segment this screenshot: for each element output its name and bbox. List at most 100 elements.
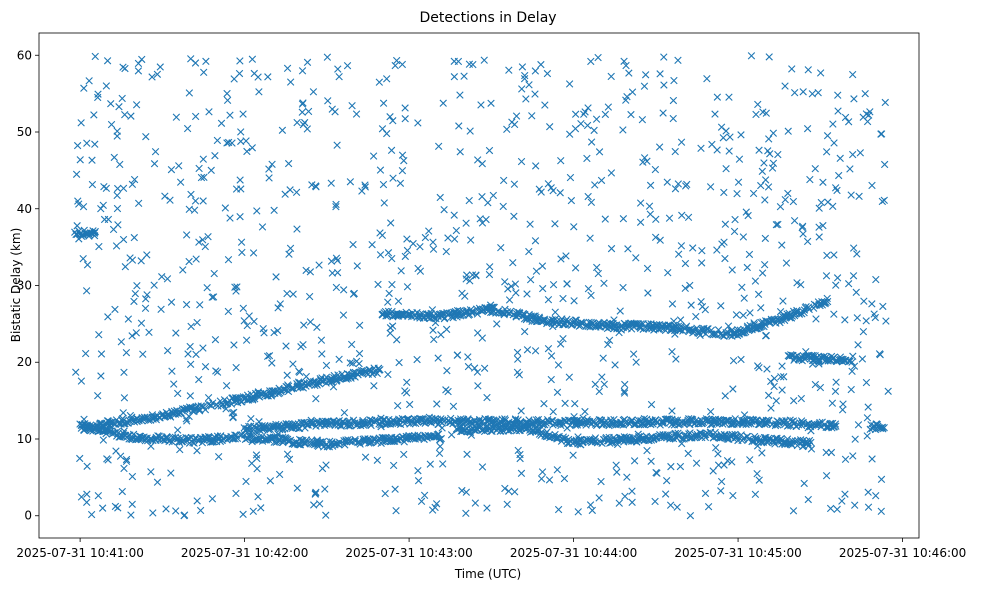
detection-marker bbox=[854, 341, 862, 349]
detection-marker bbox=[669, 114, 677, 123]
detection-marker bbox=[734, 178, 743, 186]
detection-marker bbox=[544, 180, 553, 188]
detection-marker bbox=[384, 298, 392, 306]
detection-marker bbox=[544, 295, 553, 304]
detection-marker bbox=[830, 423, 839, 431]
detection-marker bbox=[116, 452, 125, 460]
detection-marker bbox=[302, 266, 310, 275]
detection-marker bbox=[294, 378, 303, 386]
detection-marker bbox=[533, 317, 542, 326]
detection-marker bbox=[249, 249, 258, 257]
detection-marker bbox=[122, 455, 131, 464]
detection-marker bbox=[636, 324, 645, 333]
detection-marker bbox=[858, 355, 867, 363]
detection-marker bbox=[882, 317, 890, 325]
detection-marker bbox=[348, 359, 357, 367]
detection-marker bbox=[841, 455, 850, 464]
detection-marker bbox=[223, 436, 231, 444]
detection-marker bbox=[107, 100, 115, 108]
detection-marker bbox=[803, 124, 812, 133]
detection-marker bbox=[789, 507, 798, 515]
detection-marker bbox=[767, 404, 775, 412]
detection-marker bbox=[852, 288, 860, 297]
detection-marker bbox=[382, 75, 391, 83]
detection-marker bbox=[466, 236, 475, 244]
detection-marker bbox=[120, 464, 128, 473]
detection-marker bbox=[646, 181, 655, 190]
detection-marker bbox=[595, 148, 604, 156]
detection-marker bbox=[74, 197, 82, 205]
detection-marker bbox=[470, 364, 479, 372]
detection-marker bbox=[581, 108, 589, 116]
detection-marker bbox=[265, 165, 273, 173]
detection-marker bbox=[141, 304, 150, 313]
detection-marker bbox=[132, 329, 141, 337]
detection-marker bbox=[797, 280, 805, 289]
detection-marker bbox=[574, 433, 582, 441]
detection-marker bbox=[678, 439, 686, 448]
detection-marker bbox=[350, 289, 358, 298]
detection-marker bbox=[104, 313, 112, 321]
detection-marker bbox=[298, 100, 307, 108]
detection-marker bbox=[113, 204, 122, 213]
detection-marker bbox=[584, 284, 593, 293]
detection-marker bbox=[80, 415, 88, 423]
detection-marker bbox=[327, 179, 335, 187]
detection-marker bbox=[434, 354, 442, 362]
detection-marker bbox=[701, 306, 710, 314]
detection-marker bbox=[453, 351, 462, 359]
detection-marker bbox=[823, 251, 831, 260]
detection-marker bbox=[711, 432, 720, 440]
detection-marker bbox=[659, 109, 667, 117]
detection-marker bbox=[816, 418, 824, 427]
detection-marker bbox=[474, 382, 482, 390]
detection-marker bbox=[739, 311, 747, 320]
detection-marker bbox=[407, 433, 415, 441]
detection-marker bbox=[222, 381, 231, 390]
detection-marker bbox=[134, 199, 143, 208]
detection-marker bbox=[804, 495, 812, 504]
detection-marker bbox=[111, 305, 119, 314]
detection-marker bbox=[855, 192, 863, 201]
detection-marker bbox=[563, 280, 571, 288]
detection-marker bbox=[130, 233, 138, 242]
detection-marker bbox=[386, 219, 395, 227]
detection-marker bbox=[91, 52, 99, 61]
detection-marker bbox=[114, 221, 122, 229]
detection-marker bbox=[676, 316, 685, 324]
detection-marker bbox=[456, 148, 464, 156]
detection-marker bbox=[881, 98, 889, 107]
detection-marker bbox=[559, 294, 567, 303]
detection-marker bbox=[469, 60, 477, 69]
detection-marker bbox=[119, 235, 128, 244]
detection-marker bbox=[376, 251, 385, 259]
detection-marker bbox=[587, 138, 596, 146]
detection-marker bbox=[772, 221, 781, 229]
detection-marker bbox=[183, 124, 192, 133]
detection-marker bbox=[526, 276, 535, 284]
detection-marker bbox=[616, 433, 625, 442]
detection-marker bbox=[784, 127, 792, 135]
detection-marker bbox=[396, 179, 405, 187]
detection-marker bbox=[429, 326, 437, 334]
detection-marker bbox=[561, 399, 569, 408]
detection-marker bbox=[512, 289, 520, 297]
detection-marker bbox=[311, 490, 319, 498]
detection-marker bbox=[207, 166, 215, 175]
detection-marker bbox=[660, 81, 668, 89]
detection-marker bbox=[696, 331, 704, 339]
detection-marker bbox=[849, 150, 857, 159]
detection-marker bbox=[298, 108, 306, 116]
detection-marker bbox=[586, 234, 594, 242]
detection-marker bbox=[128, 256, 137, 264]
detection-marker bbox=[208, 293, 216, 301]
detection-marker bbox=[638, 115, 647, 124]
detection-marker bbox=[511, 488, 519, 496]
detection-marker bbox=[128, 332, 136, 340]
detection-marker bbox=[223, 96, 232, 104]
detection-marker bbox=[108, 430, 117, 438]
detection-marker bbox=[182, 231, 191, 239]
detection-marker bbox=[473, 368, 482, 376]
detection-marker bbox=[549, 322, 557, 331]
detection-marker bbox=[829, 120, 837, 128]
